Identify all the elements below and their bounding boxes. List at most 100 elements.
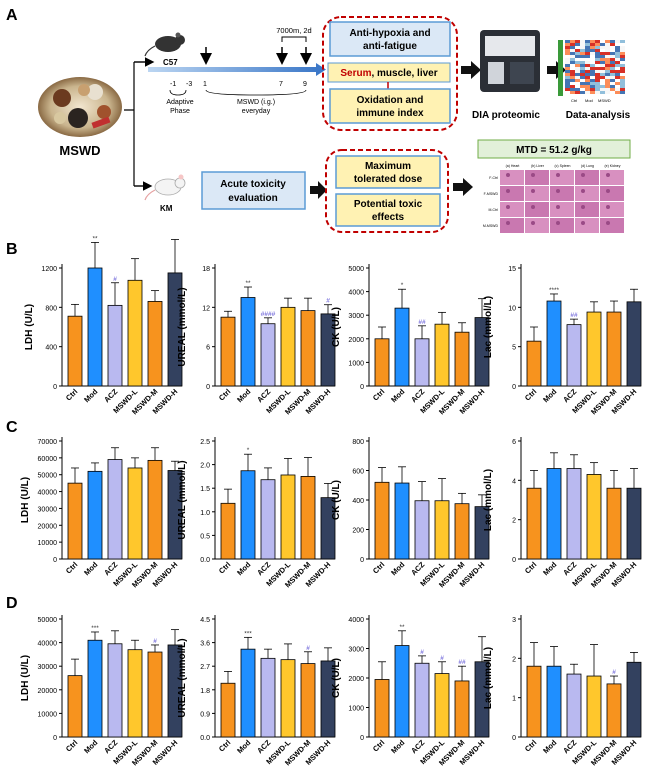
heatmap-cell — [600, 82, 605, 85]
heatmap-cell — [585, 52, 590, 55]
significance-mark: # — [153, 638, 157, 645]
heatmap-cell — [575, 70, 580, 73]
mtd-value-box — [477, 139, 631, 159]
y-tick-label: 0.9 — [200, 711, 210, 718]
significance-mark: *** — [91, 625, 99, 632]
bar-mod — [240, 470, 256, 560]
bar-mswd-m — [454, 331, 470, 387]
y-tick-label: 400 — [352, 498, 364, 505]
heatmap-cell — [590, 58, 595, 61]
significance-mark: ## — [570, 312, 578, 319]
bar-mod — [87, 470, 103, 560]
mtd-box-text: Maximum — [365, 161, 411, 172]
heatmap-cell — [615, 70, 620, 73]
bar-mod — [87, 639, 103, 738]
heatmap-cell — [570, 88, 575, 91]
toxic-effects-text: effects — [372, 212, 405, 223]
x-tick-label: Mod — [235, 560, 253, 578]
heatmap-cell — [570, 64, 575, 67]
bar-mswd-l — [127, 649, 143, 738]
heatmap-cell — [570, 55, 575, 58]
heatmap-cell — [620, 85, 625, 88]
heatmap-cell — [615, 64, 620, 67]
heatmap-cell — [620, 88, 625, 91]
heatmap-cell — [615, 91, 620, 94]
histology-spot — [531, 173, 535, 177]
heatmap-cell — [570, 46, 575, 49]
km-mouse-icon — [144, 174, 186, 201]
heatmap-col-label: Mod — [585, 98, 593, 103]
mswd-dosing-label: everyday — [242, 108, 271, 115]
y-tick-label: 600 — [352, 469, 364, 476]
significance-mark: * — [247, 447, 250, 454]
heatmap-cell — [575, 79, 580, 82]
heatmap-cell — [590, 64, 595, 67]
x-tick-label: Mod — [82, 387, 100, 405]
histology-spot — [506, 189, 510, 193]
heatmap-cell — [570, 76, 575, 79]
significance-mark: # — [326, 298, 330, 305]
heatmap-cell — [615, 67, 620, 70]
y-tick-label: 0 — [512, 735, 516, 742]
x-tick-label: Ctrl — [523, 387, 539, 403]
y-axis-label: UREAL (mmol/L) — [177, 460, 188, 539]
heatmap-image — [558, 40, 625, 96]
charts-layer: LDH (U/L)04008001200Ctrl**Mod#ACZMSWD-LM… — [20, 235, 642, 767]
chart-C1: LDH (U/L) 0 10000 20000 30000 40000 50000 60000… — [20, 437, 183, 589]
heatmap-cell — [620, 61, 625, 64]
y-tick-label: 20000 — [38, 688, 58, 695]
bar-mswd-l — [434, 673, 450, 738]
y-tick-label: 3 — [512, 617, 516, 624]
histology-row-label: M-MSWD — [483, 224, 499, 228]
bar-mod — [87, 267, 103, 387]
y-tick-label: 1.0 — [200, 510, 210, 517]
y-tick-label: 12 — [202, 305, 210, 312]
heatmap-cell — [615, 88, 620, 91]
bar-mod — [546, 665, 562, 738]
heatmap-cell — [595, 43, 600, 46]
heatmap-cell — [620, 73, 625, 76]
heatmap-cell — [610, 67, 615, 70]
heatmap-cell — [605, 46, 610, 49]
heatmap-cell — [600, 85, 605, 88]
histology-tile — [500, 218, 524, 233]
heatmap-cell — [590, 88, 595, 91]
histology-spot — [606, 173, 610, 177]
y-axis-label: UREAL (mmol/L) — [177, 638, 188, 717]
y-tick-label: 0 — [206, 384, 210, 391]
heatmap-cell — [605, 70, 610, 73]
heatmap-cell — [590, 85, 595, 88]
y-tick-label: 0.0 — [200, 557, 210, 564]
y-tick-label: 2 — [512, 518, 516, 525]
km-label: KM — [160, 204, 173, 213]
y-tick-label: 1000 — [348, 360, 364, 367]
heatmap-cell — [590, 40, 595, 43]
heatmap-cell — [605, 67, 610, 70]
histology-tile — [550, 186, 574, 201]
acute-toxicity-text: Acute toxicity — [220, 179, 286, 190]
y-tick-label: 30000 — [38, 506, 58, 513]
heatmap-cell — [615, 82, 620, 85]
y-tick-label: 2000 — [348, 337, 364, 344]
heatmap-cell — [595, 88, 600, 91]
heatmap-cell — [590, 91, 595, 94]
bar-ctrl — [526, 665, 542, 738]
bar-mswd-l — [280, 306, 296, 387]
y-tick-label: 3000 — [348, 313, 364, 320]
y-tick-label: 1.5 — [200, 486, 210, 493]
heatmap-cell — [580, 67, 585, 70]
x-tick-label: Ctrl — [371, 560, 387, 576]
significance-mark: **** — [549, 287, 560, 294]
heatmap-cell — [585, 88, 590, 91]
x-tick-label: Ctrl — [523, 738, 539, 754]
panel-a-schematic: MSWD C57 7000m, 2d -1 -3 1 7 9 Adaptive … — [38, 16, 631, 233]
y-tick-label: 5 — [512, 345, 516, 352]
oxidation-text: Oxidation and — [357, 95, 424, 106]
bar-mswd-l — [127, 279, 143, 387]
heatmap-cell — [575, 49, 580, 52]
y-axis-label: CK (U/L) — [331, 307, 342, 347]
y-tick-label: 2 — [512, 656, 516, 663]
heatmap-cell — [575, 46, 580, 49]
timeline-arrow — [148, 67, 318, 72]
